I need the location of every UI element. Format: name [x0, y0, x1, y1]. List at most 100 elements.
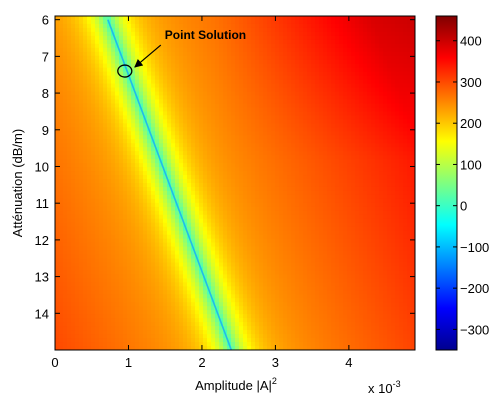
heatmap-cell [227, 147, 232, 152]
heatmap-cell [195, 143, 200, 148]
heatmap-cell [355, 55, 360, 61]
heatmap-cell [383, 175, 388, 180]
heatmap-cell [183, 206, 188, 212]
heatmap-cell [283, 190, 288, 196]
heatmap-cell [99, 35, 104, 41]
heatmap-cell [119, 131, 124, 136]
heatmap-cell [71, 75, 76, 81]
heatmap-cell [67, 155, 72, 160]
heatmap-cell [99, 127, 104, 132]
heatmap-cell [399, 79, 404, 85]
heatmap-cell [395, 159, 400, 164]
heatmap-cell [227, 19, 232, 25]
heatmap-cell [327, 27, 332, 33]
heatmap-cell [135, 171, 140, 176]
heatmap-cell [103, 115, 108, 120]
heatmap-cell [259, 226, 264, 232]
heatmap-cell [167, 147, 172, 152]
heatmap-cell [375, 23, 380, 29]
heatmap-cell [247, 31, 252, 37]
heatmap-cell [195, 16, 200, 21]
heatmap-cell [367, 107, 372, 113]
heatmap-cell [279, 83, 284, 89]
heatmap-cell [303, 143, 308, 148]
heatmap-cell [63, 186, 68, 192]
heatmap-cell [199, 127, 204, 132]
heatmap-cell [171, 63, 176, 69]
heatmap-cell [355, 95, 360, 101]
heatmap-cell [155, 55, 160, 61]
heatmap-cell [391, 190, 396, 196]
heatmap-cell [407, 23, 412, 29]
heatmap-cell [127, 147, 132, 152]
heatmap-cell [267, 222, 272, 228]
heatmap-cell [63, 27, 68, 33]
heatmap-cell [307, 186, 312, 192]
heatmap-cell [203, 183, 208, 188]
heatmap-cell [247, 143, 252, 148]
heatmap-cell [295, 135, 300, 140]
heatmap-cell [227, 103, 232, 109]
heatmap-cell [67, 79, 72, 85]
heatmap-cell [343, 87, 348, 93]
heatmap-cell [87, 115, 92, 120]
heatmap-cell [187, 147, 192, 152]
heatmap-cell [255, 115, 260, 120]
heatmap-cell [63, 226, 68, 232]
heatmap-cell [123, 31, 128, 37]
heatmap-cell [239, 95, 244, 101]
heatmap-cell [263, 143, 268, 148]
heatmap-cell [223, 190, 228, 196]
heatmap-cell [79, 155, 84, 160]
heatmap-cell [143, 51, 148, 57]
heatmap-cell [155, 234, 160, 240]
heatmap-cell [63, 67, 68, 73]
heatmap-cell [327, 31, 332, 37]
heatmap-cell [271, 179, 276, 184]
heatmap-cell [167, 55, 172, 61]
heatmap-cell [359, 31, 364, 37]
heatmap-cell [335, 19, 340, 25]
heatmap-cell [395, 51, 400, 57]
heatmap-cell [223, 111, 228, 117]
heatmap-cell [323, 202, 328, 208]
heatmap-cell [347, 155, 352, 160]
heatmap-cell [291, 83, 296, 89]
heatmap-cell [227, 179, 232, 184]
heatmap-cell [243, 179, 248, 184]
heatmap-cell [123, 131, 128, 136]
heatmap-cell [147, 135, 152, 140]
heatmap-cell [323, 59, 328, 65]
heatmap-cell [375, 59, 380, 65]
heatmap-cell [147, 27, 152, 33]
heatmap-cell [131, 155, 136, 160]
heatmap-cell [127, 31, 132, 37]
heatmap-cell [327, 67, 332, 73]
heatmap-cell [231, 218, 236, 224]
heatmap-cell [215, 127, 220, 132]
heatmap-cell [259, 103, 264, 109]
heatmap-cell [275, 175, 280, 180]
heatmap-cell [403, 163, 408, 168]
heatmap-cell [155, 123, 160, 128]
heatmap-cell [231, 35, 236, 41]
heatmap-cell [231, 151, 236, 156]
heatmap-cell [303, 59, 308, 65]
heatmap-cell [203, 179, 208, 184]
heatmap-cell [243, 95, 248, 101]
heatmap-cell [327, 71, 332, 77]
heatmap-cell [99, 202, 104, 208]
heatmap-cell [179, 143, 184, 148]
heatmap-cell [215, 39, 220, 45]
heatmap-cell [319, 87, 324, 93]
heatmap-cell [331, 179, 336, 184]
heatmap-cell [55, 139, 60, 144]
heatmap-cell [219, 234, 224, 240]
heatmap-cell [171, 234, 176, 240]
heatmap-cell [103, 159, 108, 164]
heatmap-cell [67, 55, 72, 61]
heatmap-cell [303, 194, 308, 200]
heatmap-cell [283, 131, 288, 136]
heatmap-cell [103, 111, 108, 117]
heatmap-cell [303, 183, 308, 188]
